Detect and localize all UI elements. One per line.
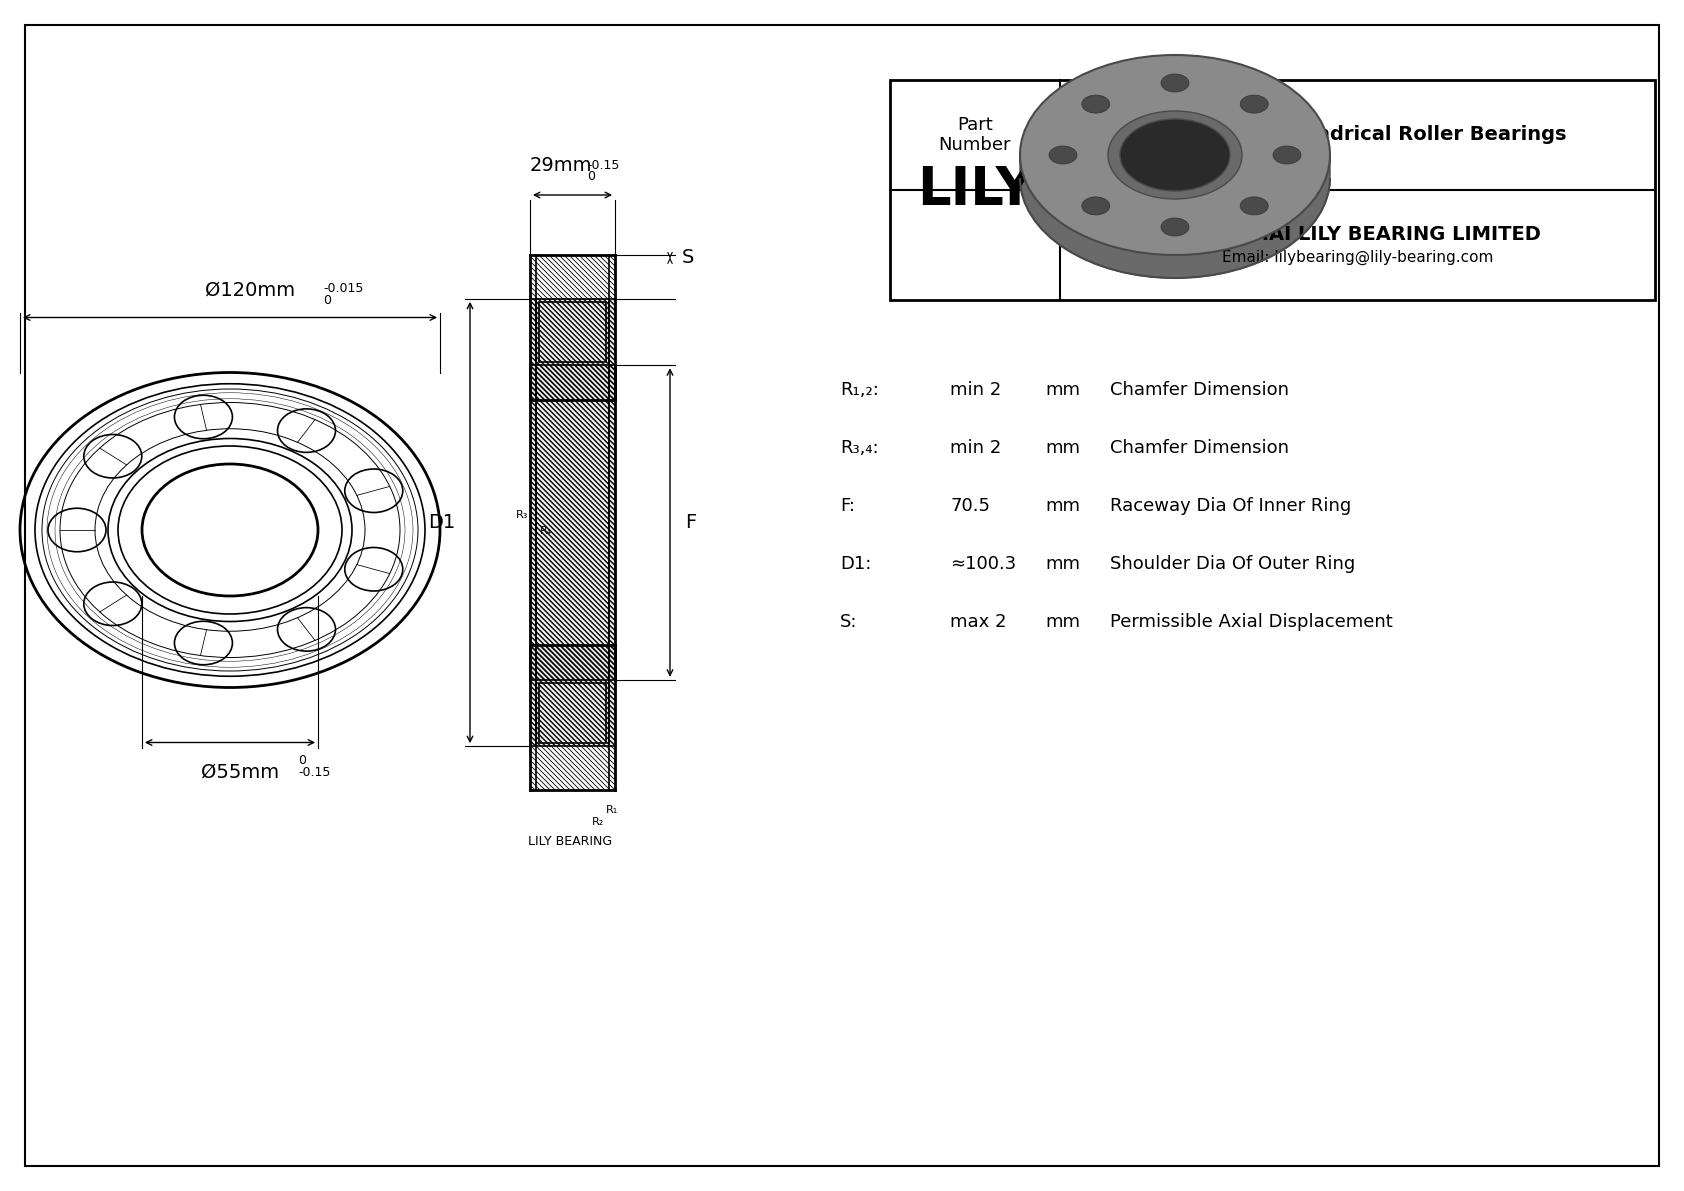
Text: mm: mm [1046, 555, 1079, 573]
Text: ®: ® [1034, 160, 1052, 177]
Text: max 2: max 2 [950, 613, 1007, 631]
Text: Shoulder Dia Of Outer Ring: Shoulder Dia Of Outer Ring [1110, 555, 1356, 573]
Ellipse shape [1081, 197, 1110, 214]
Text: D1: D1 [428, 513, 455, 532]
Text: mm: mm [1046, 381, 1079, 399]
Text: R₃,₄:: R₃,₄: [840, 439, 879, 457]
Text: R₄: R₄ [541, 525, 552, 536]
Text: S:: S: [840, 613, 857, 631]
Text: min 2: min 2 [950, 381, 1002, 399]
Text: -0.15: -0.15 [588, 160, 620, 172]
Text: Email: lilybearing@lily-bearing.com: Email: lilybearing@lily-bearing.com [1223, 249, 1494, 264]
Text: mm: mm [1046, 613, 1079, 631]
Text: 0: 0 [323, 293, 332, 306]
Ellipse shape [1160, 218, 1189, 236]
Bar [539, 303, 606, 362]
Text: mm: mm [1046, 497, 1079, 515]
Text: R₂: R₂ [591, 817, 605, 827]
Ellipse shape [1160, 74, 1189, 92]
Text: 29mm: 29mm [530, 156, 593, 175]
Text: S: S [682, 249, 694, 268]
Bar [539, 682, 606, 743]
Text: Part
Number: Part Number [938, 116, 1012, 155]
Ellipse shape [1049, 146, 1078, 164]
Text: 70.5: 70.5 [950, 497, 990, 515]
Text: ≈100.3: ≈100.3 [950, 555, 1015, 573]
Ellipse shape [1081, 95, 1110, 113]
Text: LILY BEARING: LILY BEARING [529, 835, 611, 848]
Polygon shape [1120, 155, 1229, 214]
Text: mm: mm [1046, 439, 1079, 457]
Ellipse shape [1273, 146, 1302, 164]
Text: Ø55mm: Ø55mm [200, 762, 280, 781]
Text: min 2: min 2 [950, 439, 1002, 457]
Ellipse shape [1021, 55, 1330, 255]
Text: R₃: R₃ [515, 510, 529, 519]
Ellipse shape [1239, 95, 1268, 113]
Ellipse shape [1239, 197, 1268, 214]
Text: 0: 0 [588, 170, 594, 183]
Ellipse shape [1120, 119, 1229, 191]
Text: Ø120mm: Ø120mm [205, 281, 295, 299]
Text: SHANGHAI LILY BEARING LIMITED: SHANGHAI LILY BEARING LIMITED [1174, 225, 1541, 244]
Text: LILY: LILY [916, 164, 1034, 216]
Text: Chamfer Dimension: Chamfer Dimension [1110, 381, 1288, 399]
Ellipse shape [1108, 111, 1243, 199]
Text: D1:: D1: [840, 555, 871, 573]
Text: -0.15: -0.15 [298, 767, 330, 779]
Text: -0.015: -0.015 [323, 282, 364, 295]
Text: 0: 0 [298, 754, 306, 767]
Text: Chamfer Dimension: Chamfer Dimension [1110, 439, 1288, 457]
Text: NU 311 ECJ Cylindrical Roller Bearings: NU 311 ECJ Cylindrical Roller Bearings [1148, 125, 1566, 144]
Text: R₁,₂:: R₁,₂: [840, 381, 879, 399]
Polygon shape [1021, 155, 1330, 278]
Text: Raceway Dia Of Inner Ring: Raceway Dia Of Inner Ring [1110, 497, 1351, 515]
Text: F: F [685, 513, 695, 532]
Text: R₁: R₁ [606, 805, 618, 815]
Text: Permissible Axial Displacement: Permissible Axial Displacement [1110, 613, 1393, 631]
Text: F:: F: [840, 497, 855, 515]
